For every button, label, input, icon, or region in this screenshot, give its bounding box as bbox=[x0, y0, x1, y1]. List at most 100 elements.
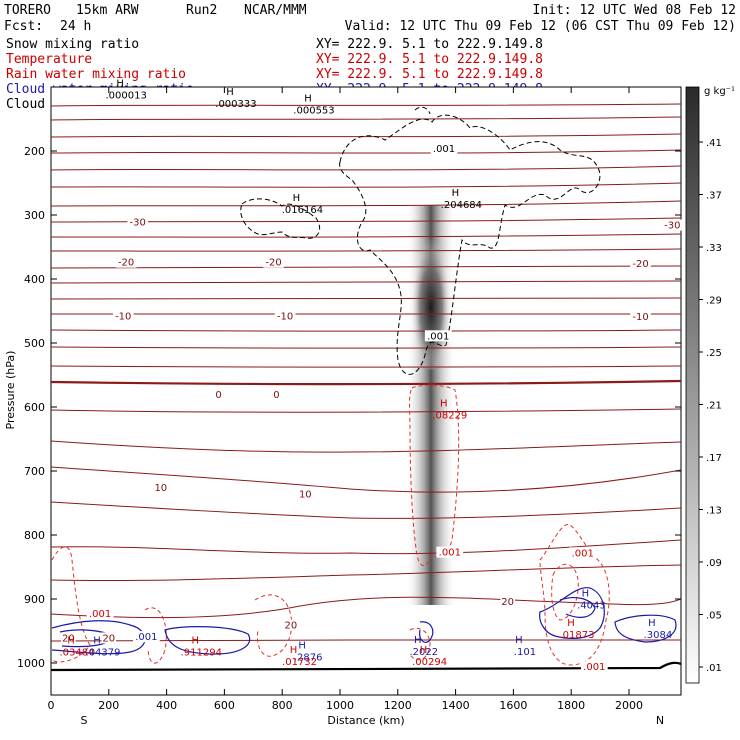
label-background bbox=[61, 632, 76, 644]
maximum-value: .4043 bbox=[577, 601, 606, 612]
field-name: Temperature bbox=[6, 52, 92, 67]
label-background bbox=[274, 310, 296, 322]
x-tick-label: 1800 bbox=[557, 699, 585, 712]
maximum-marker: H bbox=[567, 618, 575, 629]
x-tick-label: 600 bbox=[214, 699, 235, 712]
fcst-value: 24 h bbox=[60, 19, 91, 34]
temperature-contour-label: 0 bbox=[273, 390, 279, 401]
annotations: -30 -30 -20 -20 -20 -10 -10 -10 0 0 10 10 20 20 20 20 .0… bbox=[60, 79, 683, 673]
x-tick-label: 2000 bbox=[615, 699, 643, 712]
colorbar-label: .25 bbox=[706, 348, 722, 359]
field-xy-range: XY= 222.9. 5.1 to 222.9.149.8 bbox=[316, 37, 543, 52]
y-tick-label: 800 bbox=[24, 529, 45, 542]
header: TORERO 15km ARW Run2 NCAR/MMM Init: 12 U… bbox=[4, 3, 736, 34]
field-xy-range: XY= 222.9. 5.1 to 222.9.149.8 bbox=[316, 52, 543, 67]
org-name: NCAR/MMM bbox=[244, 3, 307, 18]
maximum-value: .911294 bbox=[181, 647, 222, 658]
y-tick-label: 1000 bbox=[17, 657, 45, 670]
maximum-marker: H bbox=[293, 193, 301, 204]
label-background bbox=[112, 310, 134, 322]
label-background bbox=[436, 546, 464, 558]
maximum-value: .01732 bbox=[282, 657, 317, 668]
label-background bbox=[630, 311, 651, 323]
rain-water-contours bbox=[51, 384, 610, 666]
temperature-contour-label: 10 bbox=[154, 483, 167, 494]
temperature-contour-label: 0 bbox=[215, 390, 221, 401]
label-background bbox=[430, 142, 458, 154]
maximum-marker: H bbox=[452, 188, 460, 199]
y-tick-label: 600 bbox=[24, 401, 45, 414]
colorbar-strip bbox=[685, 86, 700, 684]
maximum-value: .04379 bbox=[86, 647, 121, 658]
temperature-contour-label: -20 bbox=[632, 259, 648, 270]
label-background bbox=[662, 219, 683, 231]
south-label: S bbox=[81, 714, 88, 727]
maximum-marker: H bbox=[420, 645, 428, 656]
mixing-ratio-contour-label: .001 bbox=[583, 662, 605, 673]
colorbar: g kg⁻¹ .41 .37 .33 .29 .25 .21 .17 .13 .09 .05 .01 bbox=[685, 86, 735, 684]
valid-time: Valid: 12 UTC Thu 09 Feb 12 (06 CST Thu … bbox=[345, 19, 736, 34]
axes: 0 200 400 600 800 1000 1200 1400 1600 1800 2000200… bbox=[17, 87, 681, 712]
maximum-marker: H bbox=[582, 589, 590, 600]
temperature-contour-label: -20 bbox=[265, 258, 281, 269]
maximum-value: .204684 bbox=[441, 200, 482, 211]
label-background bbox=[86, 608, 114, 620]
temperature-contour-label: 20 bbox=[501, 597, 514, 608]
label-background bbox=[298, 488, 313, 500]
maximum-marker: H bbox=[67, 635, 75, 646]
label-background bbox=[283, 619, 299, 631]
maximum-value: .01873 bbox=[559, 630, 594, 641]
y-tick-label: 700 bbox=[24, 465, 45, 478]
temperature-contour-label: -10 bbox=[277, 311, 293, 322]
mixing-ratio-contour-label: .001 bbox=[135, 632, 157, 643]
x-tick-label: 1000 bbox=[326, 699, 354, 712]
colorbar-label: .37 bbox=[706, 191, 722, 202]
maximum-marker: H bbox=[226, 87, 234, 98]
maximum-marker: H bbox=[192, 635, 200, 646]
label-background bbox=[569, 547, 597, 559]
field-xy-range: XY= 222.9. 5.1 to 222.9.149.8 bbox=[316, 67, 543, 82]
label-background bbox=[630, 258, 651, 269]
maximum-marker: H bbox=[648, 618, 656, 629]
label-background bbox=[115, 256, 137, 268]
colorbar-label: .13 bbox=[706, 506, 722, 517]
colorbar-label: .29 bbox=[706, 296, 722, 307]
colorbar-label: .41 bbox=[706, 138, 722, 149]
colorbar-label: .01 bbox=[706, 663, 722, 674]
colorbar-label: .17 bbox=[706, 453, 722, 464]
maximum-marker: H bbox=[414, 635, 422, 646]
run-name: Run2 bbox=[186, 3, 217, 18]
maximum-marker: H bbox=[515, 635, 523, 646]
colorbar-label: .21 bbox=[706, 401, 722, 412]
maximum-value: .2022 bbox=[409, 647, 438, 658]
maximum-marker: H bbox=[93, 635, 101, 646]
mixing-ratio-contour-label: .001 bbox=[427, 331, 449, 342]
label-background bbox=[132, 631, 160, 643]
label-background bbox=[101, 632, 116, 644]
y-axis-title: Pressure (hPa) bbox=[4, 351, 17, 430]
label-background bbox=[263, 256, 284, 268]
ground-line bbox=[51, 661, 681, 672]
maximum-value: .000553 bbox=[293, 105, 334, 116]
maximum-value: .000333 bbox=[215, 99, 256, 110]
label-background bbox=[424, 330, 452, 342]
maximum-value: .2876 bbox=[294, 653, 323, 664]
maximum-value: .08229 bbox=[432, 411, 467, 422]
temperature-contour-label: 20 bbox=[102, 633, 115, 644]
x-tick-label: 800 bbox=[272, 699, 293, 712]
label-background bbox=[500, 595, 515, 607]
y-tick-label: 300 bbox=[24, 209, 45, 222]
field-name: Snow mixing ratio bbox=[6, 37, 139, 52]
x-axis-title: Distance (km) bbox=[327, 714, 404, 727]
maximum-marker: H bbox=[304, 93, 312, 104]
x-tick-label: 1400 bbox=[442, 699, 470, 712]
maximum-value: .00294 bbox=[412, 657, 447, 668]
x-tick-label: 1600 bbox=[499, 699, 527, 712]
temperature-contour-label: 20 bbox=[62, 633, 75, 644]
maximum-value: .3084 bbox=[644, 630, 673, 641]
temperature-contour-label: -30 bbox=[130, 217, 146, 228]
label-background bbox=[580, 661, 608, 673]
y-tick-label: 400 bbox=[24, 273, 45, 286]
mixing-ratio-contour-label: .001 bbox=[439, 548, 461, 559]
